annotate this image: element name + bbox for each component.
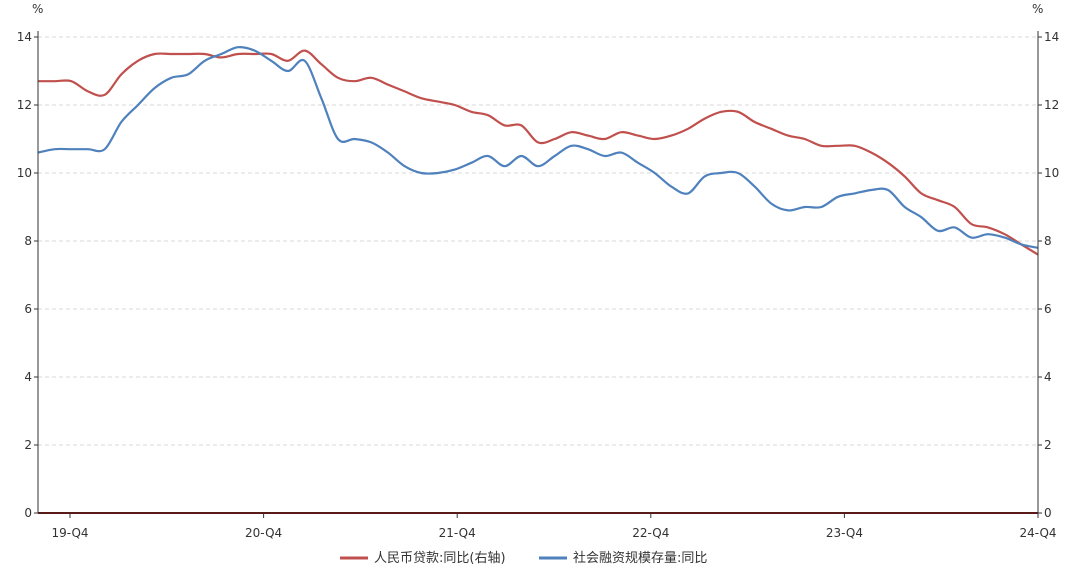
left-tick-label: 2 bbox=[24, 438, 32, 452]
right-tick-label: 2 bbox=[1044, 438, 1052, 452]
right-y-axis-ticks: 0 2 4 6 8 10 12 14 bbox=[1038, 30, 1059, 520]
left-tick-label: 6 bbox=[24, 302, 32, 316]
left-tick-label: 14 bbox=[17, 30, 32, 44]
legend-label-loans: 人民币贷款:同比(右轴) bbox=[374, 551, 506, 566]
right-tick-label: 4 bbox=[1044, 370, 1052, 384]
legend-label-tsf: 社会融资规模存量:同比 bbox=[573, 550, 707, 566]
series-line-loans bbox=[37, 49, 1039, 256]
left-tick-label: 12 bbox=[17, 98, 32, 112]
right-tick-label: 0 bbox=[1044, 506, 1052, 520]
right-tick-label: 10 bbox=[1044, 166, 1059, 180]
x-tick-label: 20-Q4 bbox=[245, 526, 282, 540]
right-tick-label: 8 bbox=[1044, 234, 1052, 248]
series-lines bbox=[37, 45, 1039, 256]
left-tick-label: 10 bbox=[17, 166, 32, 180]
series-line-tsf bbox=[37, 45, 1039, 249]
x-tick-label: 21-Q4 bbox=[439, 526, 476, 540]
x-tick-label: 19-Q4 bbox=[51, 526, 88, 540]
right-tick-label: 14 bbox=[1044, 30, 1059, 44]
right-axis-unit: % bbox=[1032, 2, 1043, 16]
left-y-axis-ticks: 0 2 4 6 8 10 12 14 bbox=[17, 30, 38, 520]
left-axis-unit: % bbox=[32, 2, 43, 16]
right-tick-label: 12 bbox=[1044, 98, 1059, 112]
x-tick-label: 23-Q4 bbox=[826, 526, 863, 540]
left-tick-label: 0 bbox=[24, 506, 32, 520]
gridlines bbox=[38, 36, 1038, 446]
left-tick-label: 4 bbox=[24, 370, 32, 384]
legend: 人民币贷款:同比(右轴) 社会融资规模存量:同比 bbox=[340, 550, 707, 566]
right-tick-label: 6 bbox=[1044, 302, 1052, 316]
x-tick-label: 24-Q4 bbox=[1019, 526, 1056, 540]
left-tick-label: 8 bbox=[24, 234, 32, 248]
x-axis-ticks: 19-Q4 20-Q4 21-Q4 22-Q4 23-Q4 24-Q4 bbox=[51, 513, 1057, 540]
x-tick-label: 22-Q4 bbox=[632, 526, 669, 540]
